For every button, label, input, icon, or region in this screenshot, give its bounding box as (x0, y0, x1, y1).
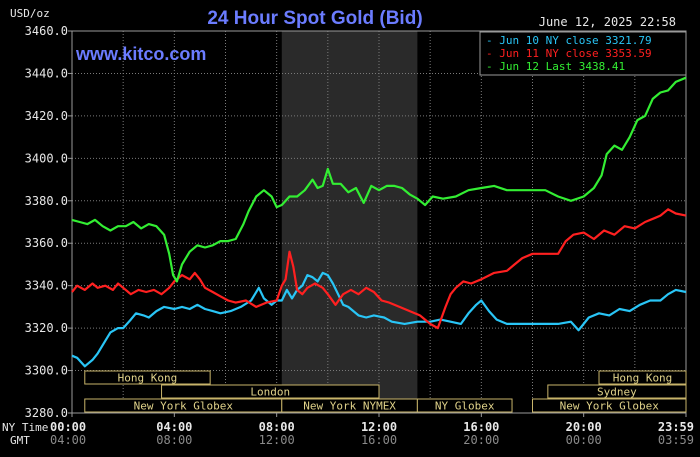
session-label: Hong Kong (613, 372, 673, 385)
y-tick-label: 3280.0 (25, 406, 68, 420)
legend-entry-jun10: - Jun 10 NY close 3321.79 (486, 34, 652, 47)
x-tick-label-ny: 20:00 (566, 420, 602, 434)
legend-name-jun11: Jun 11 NY close (499, 47, 598, 60)
legend: - Jun 10 NY close 3321.79 - Jun 11 NY cl… (479, 31, 687, 76)
y-tick-label: 3360.0 (25, 236, 68, 250)
session-label: New York Globex (134, 400, 234, 413)
y-tick-label: 3460.0 (25, 24, 68, 38)
session-box (598, 370, 687, 385)
y-axis-unit-label: USD/oz (10, 7, 50, 20)
session-box (84, 370, 211, 385)
legend-entry-jun11: - Jun 11 NY close 3353.59 (486, 47, 652, 60)
x-tick-label-gmt: 20:00 (463, 433, 499, 447)
legend-name-jun12: Jun 12 Last (499, 60, 572, 73)
session-label: Sydney (597, 386, 637, 399)
legend-box (479, 31, 687, 76)
x-tick-label-ny: 08:00 (259, 420, 295, 434)
series-line-1 (71, 208, 687, 330)
y-tick-label: 3440.0 (25, 66, 68, 80)
nymex-session-shade (281, 31, 418, 413)
ny-time-row-label: NY Time (2, 421, 48, 434)
chart-title: 24 Hour Spot Gold (Bid) (207, 8, 422, 29)
legend-value-jun12: 3438.41 (579, 60, 625, 73)
x-axis: NY TimeGMT00:0004:0004:0008:0008:0012:00… (2, 413, 694, 447)
kitco-website-label: www.kitco.com (75, 44, 206, 64)
x-tick-label-ny: 16:00 (463, 420, 499, 434)
y-axis: 3460.0 3440.0 3420.0 3400.0 3380.0 3360.0 3340… (25, 24, 72, 420)
y-tick-label: 3420.0 (25, 109, 68, 123)
x-tick-label-gmt: 08:00 (156, 433, 192, 447)
y-tick-label: 3400.0 (25, 151, 68, 165)
session-label: London (250, 386, 290, 399)
x-tick-label-gmt: 16:00 (361, 433, 397, 447)
y-tick-label: 3320.0 (25, 321, 68, 335)
x-tick-label-ny: 23:59 (658, 420, 694, 434)
x-tick-label-gmt: 00:00 (566, 433, 602, 447)
timestamp: June 12, 2025 22:58 (539, 15, 676, 29)
session-box (416, 398, 513, 413)
legend-name-jun10: Jun 10 NY close (499, 34, 598, 47)
session-label: New York NYMEX (303, 400, 396, 413)
gmt-row-label: GMT (10, 434, 30, 447)
session-label: NY Globex (435, 400, 495, 413)
legend-value-jun10: 3321.79 (605, 34, 651, 47)
x-tick-label-ny: 04:00 (156, 420, 192, 434)
series-lines (71, 76, 687, 368)
legend-entry-jun12: - Jun 12 Last 3438.41 (486, 60, 625, 73)
series-line-2 (71, 76, 687, 283)
x-tick-label-gmt: 03:59 (658, 433, 694, 447)
session-box (547, 384, 687, 399)
x-tick-label-gmt: 04:00 (50, 433, 86, 447)
y-tick-label: 3300.0 (25, 364, 68, 378)
x-tick-label-ny: 12:00 (361, 420, 397, 434)
session-box (532, 398, 687, 413)
session-label: Hong Kong (118, 372, 178, 385)
legend-value-jun11: 3353.59 (605, 47, 651, 60)
x-tick-label-ny: 00:00 (50, 420, 86, 434)
y-tick-label: 3340.0 (25, 279, 68, 293)
y-tick-label: 3380.0 (25, 194, 68, 208)
session-box (161, 384, 380, 399)
x-tick-label-gmt: 12:00 (259, 433, 295, 447)
series-line-0 (71, 271, 687, 368)
session-label: New York Globex (560, 400, 660, 413)
